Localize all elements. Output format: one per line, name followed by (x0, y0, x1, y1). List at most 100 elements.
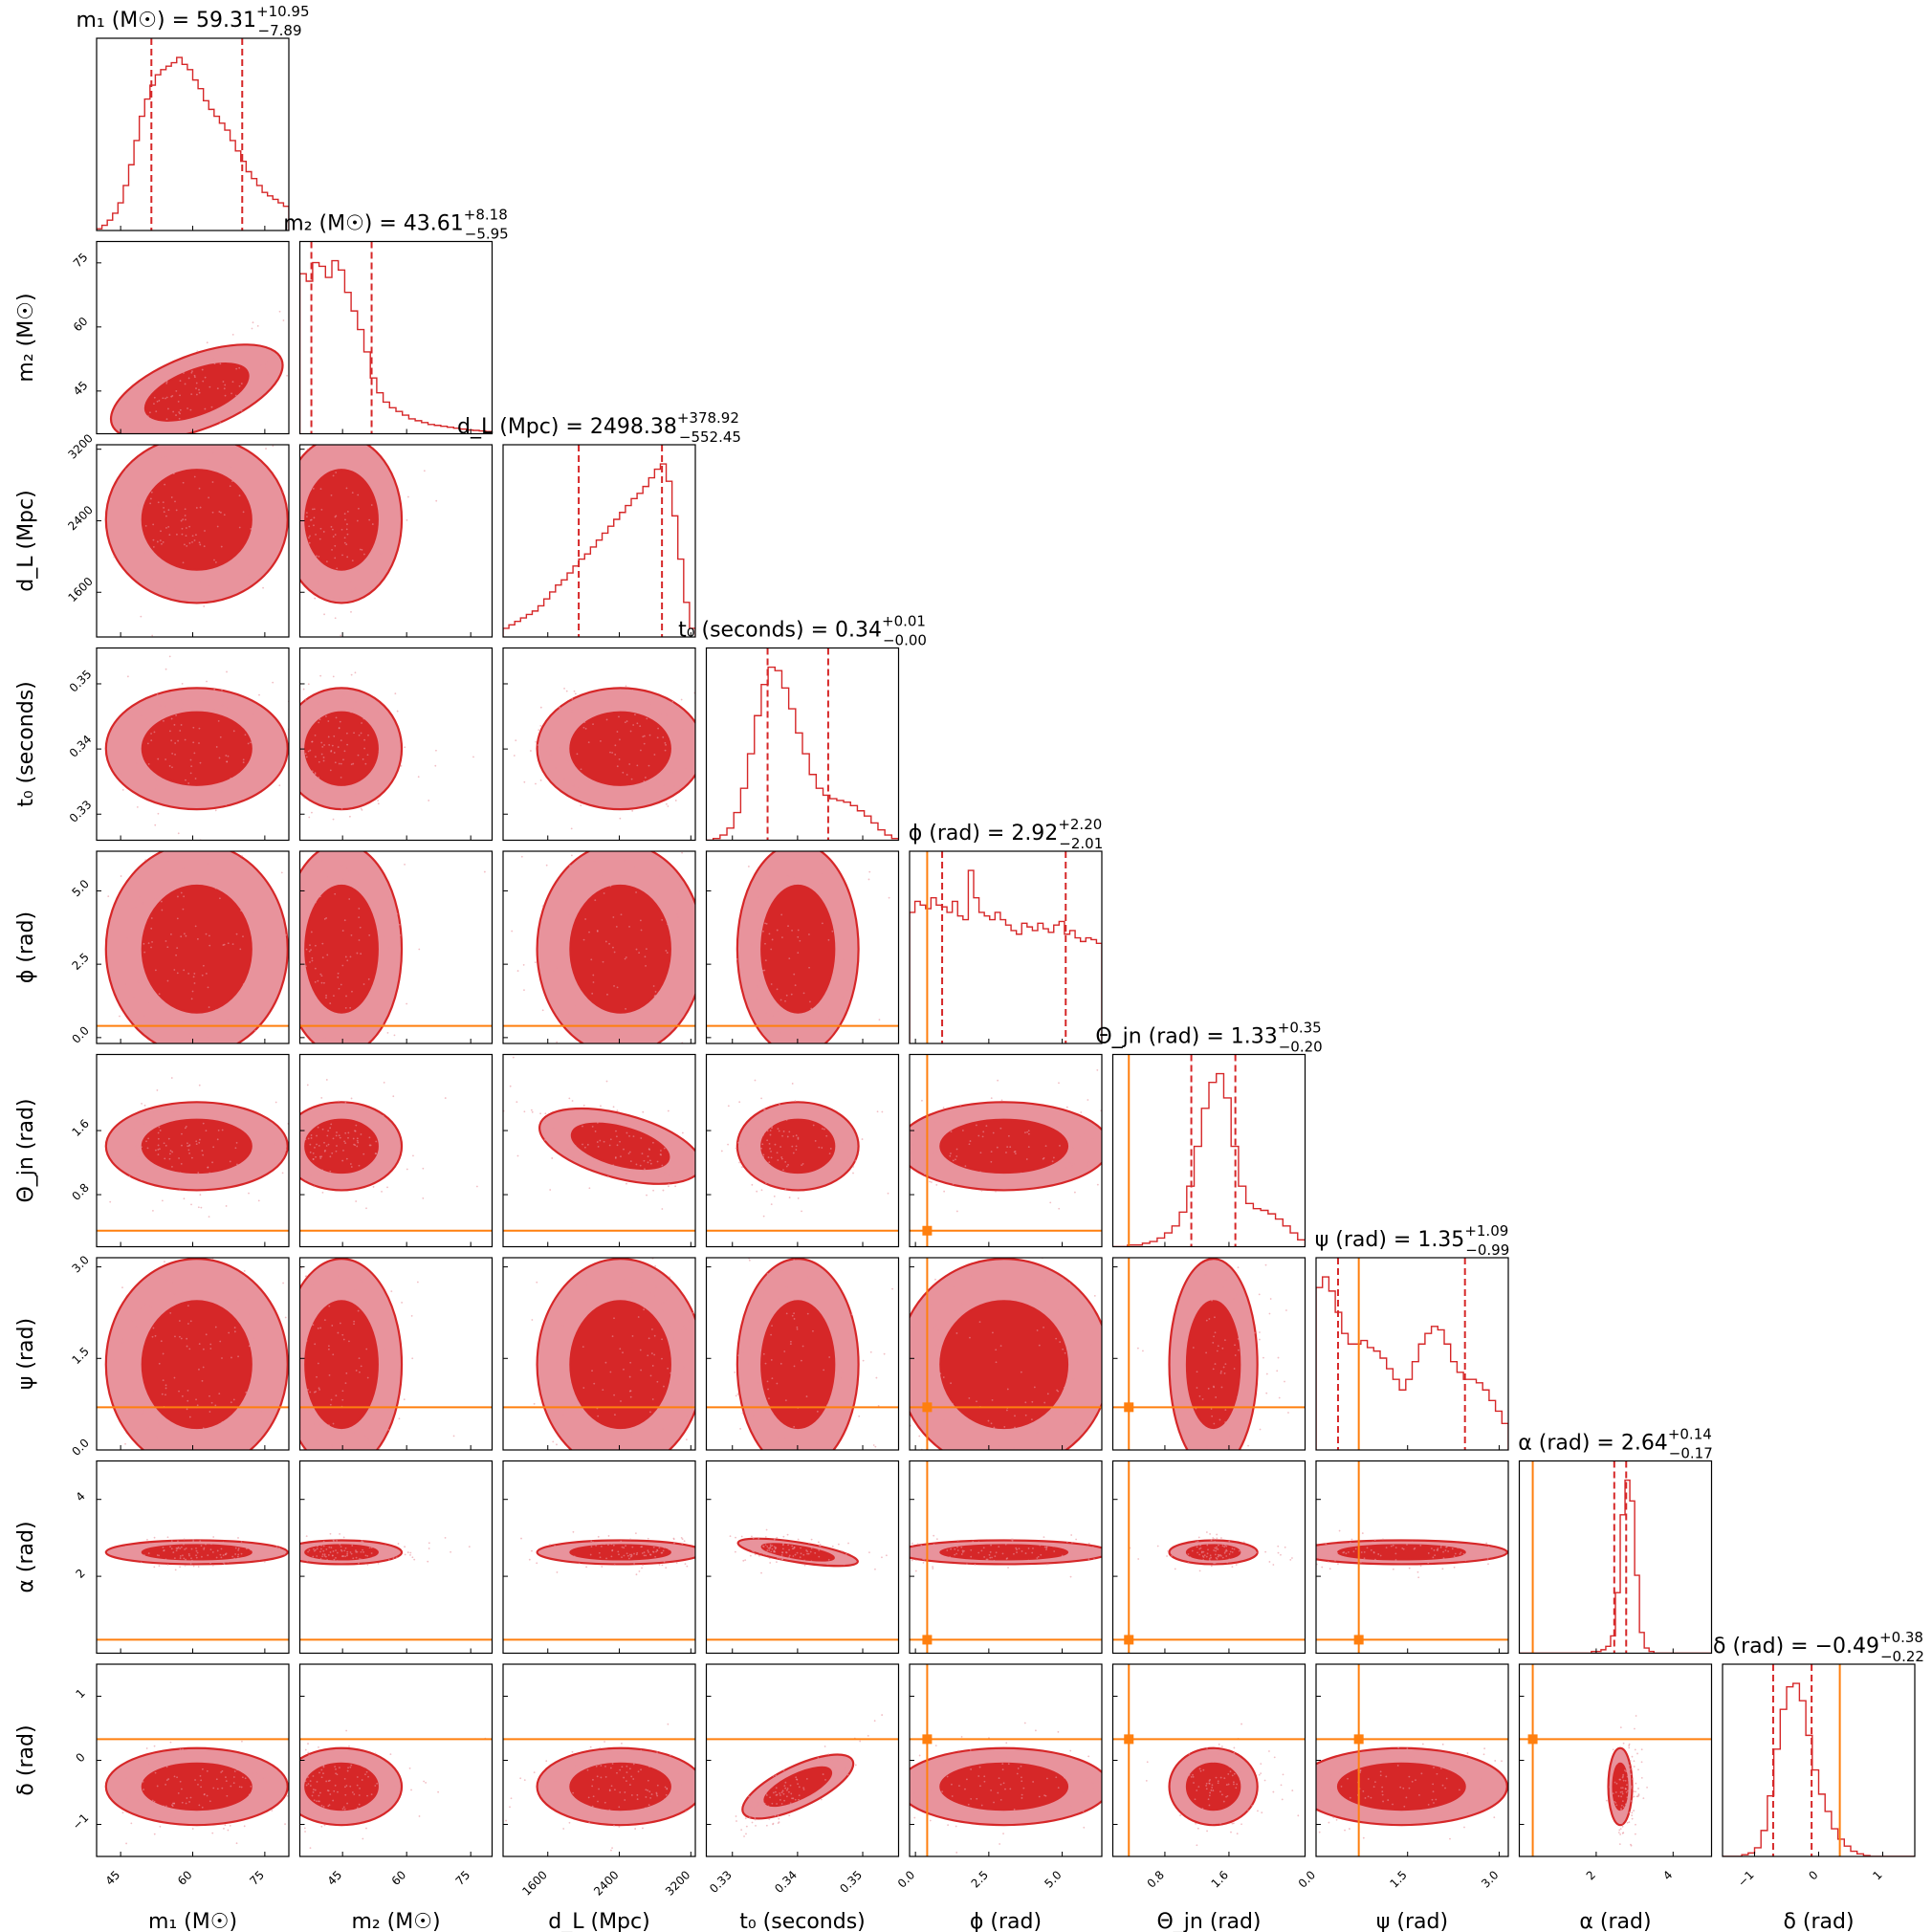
sample-point (788, 1790, 790, 1793)
sample-point (752, 1415, 755, 1417)
sample-point (190, 572, 192, 575)
sample-point (1214, 1811, 1217, 1814)
sample-point (255, 1772, 258, 1775)
sample-point (406, 518, 408, 521)
sample-point (315, 447, 318, 450)
sample-point (778, 1522, 779, 1524)
sample-point (335, 1767, 337, 1770)
sample-point (143, 1789, 144, 1790)
sample-point (391, 991, 394, 993)
sample-point (266, 435, 268, 437)
sample-point (404, 863, 406, 866)
sample-point (344, 1547, 347, 1549)
sample-point (231, 392, 232, 395)
sample-point (383, 1082, 385, 1084)
sample-point (144, 552, 147, 555)
sample-point (1321, 1786, 1323, 1789)
sample-point (1059, 1145, 1061, 1147)
sample-point (1210, 1789, 1213, 1791)
sample-point (816, 1011, 819, 1014)
sample-point (754, 1079, 757, 1082)
sample-point (338, 570, 340, 573)
sample-point (236, 1163, 238, 1166)
sample-point (1621, 1751, 1624, 1754)
sample-point (553, 969, 555, 972)
sample-point (285, 933, 287, 936)
sample-point (1145, 1780, 1148, 1782)
sample-point (359, 1558, 361, 1560)
sample-point (327, 1130, 330, 1132)
sample-point (345, 995, 347, 998)
sample-point (1241, 1811, 1243, 1813)
sample-point (313, 1185, 316, 1188)
sample-point (828, 1356, 831, 1358)
sample-point (779, 1146, 782, 1148)
sample-point (195, 453, 197, 456)
sample-point (241, 1776, 244, 1779)
sample-point (1334, 1545, 1337, 1548)
sample-point (764, 1792, 767, 1795)
sample-point (165, 1384, 167, 1387)
sample-point (1434, 1543, 1437, 1545)
sample-point (1001, 1768, 1004, 1771)
sample-point (125, 401, 127, 404)
sample-point (641, 1546, 644, 1548)
sample-point (1364, 1797, 1367, 1799)
sample-point (260, 1411, 263, 1414)
sample-point (1629, 1760, 1632, 1762)
sample-point (316, 1555, 318, 1557)
x-axis-label-dL: d_L (Mpc) (548, 1910, 649, 1932)
sample-point (337, 1790, 339, 1793)
sample-point (1091, 1782, 1094, 1785)
sample-point (225, 845, 227, 846)
sample-point (1197, 1536, 1200, 1539)
sample-point (788, 1554, 791, 1557)
sample-point (1005, 1152, 1007, 1153)
sample-point (1625, 1770, 1628, 1773)
sample-point (757, 946, 759, 948)
sample-point (349, 1785, 352, 1788)
sample-point (1208, 1782, 1211, 1785)
sample-point (165, 1144, 167, 1147)
panel-frame (705, 1257, 900, 1451)
sample-point (1231, 1566, 1234, 1569)
sample-point (171, 1067, 173, 1069)
sample-point (344, 1382, 347, 1385)
sample-point (1415, 1779, 1416, 1782)
sample-point (185, 934, 187, 937)
title-alpha: α (rad) = 2.64+0.14 −0.17 (1518, 1426, 1713, 1462)
sample-point (349, 1163, 352, 1165)
sample-point (1175, 1550, 1177, 1552)
sample-point (175, 1549, 178, 1551)
sample-point (640, 1369, 643, 1372)
sample-point (159, 539, 162, 542)
sample-point (237, 1548, 240, 1551)
sample-point (345, 1113, 348, 1115)
sample-point (1441, 1784, 1444, 1787)
sample-point (1334, 1547, 1337, 1549)
sample-point (309, 721, 312, 724)
sample-point (146, 1222, 148, 1224)
sample-point (1015, 1247, 1017, 1249)
sample-point (153, 1800, 156, 1803)
sample-point (941, 1556, 944, 1559)
sample-point (1240, 1823, 1242, 1826)
sample-point (1278, 1396, 1281, 1399)
sample-point (983, 1780, 986, 1783)
sample-point (1621, 1813, 1624, 1816)
sample-point (146, 1147, 149, 1150)
sample-point (566, 1785, 569, 1788)
sample-point (141, 1146, 143, 1149)
sample-point (974, 1813, 977, 1815)
sample-point (1406, 1544, 1408, 1546)
sample-point (564, 1779, 567, 1782)
sample-point (339, 720, 341, 723)
sample-point (796, 1328, 799, 1330)
sample-point (165, 1805, 167, 1808)
sample-point (336, 427, 338, 428)
sample-point (1382, 1538, 1384, 1541)
sample-point (505, 1819, 508, 1822)
sample-point (615, 1135, 618, 1138)
sample-point (821, 1147, 823, 1149)
contour-inner (760, 1543, 835, 1562)
